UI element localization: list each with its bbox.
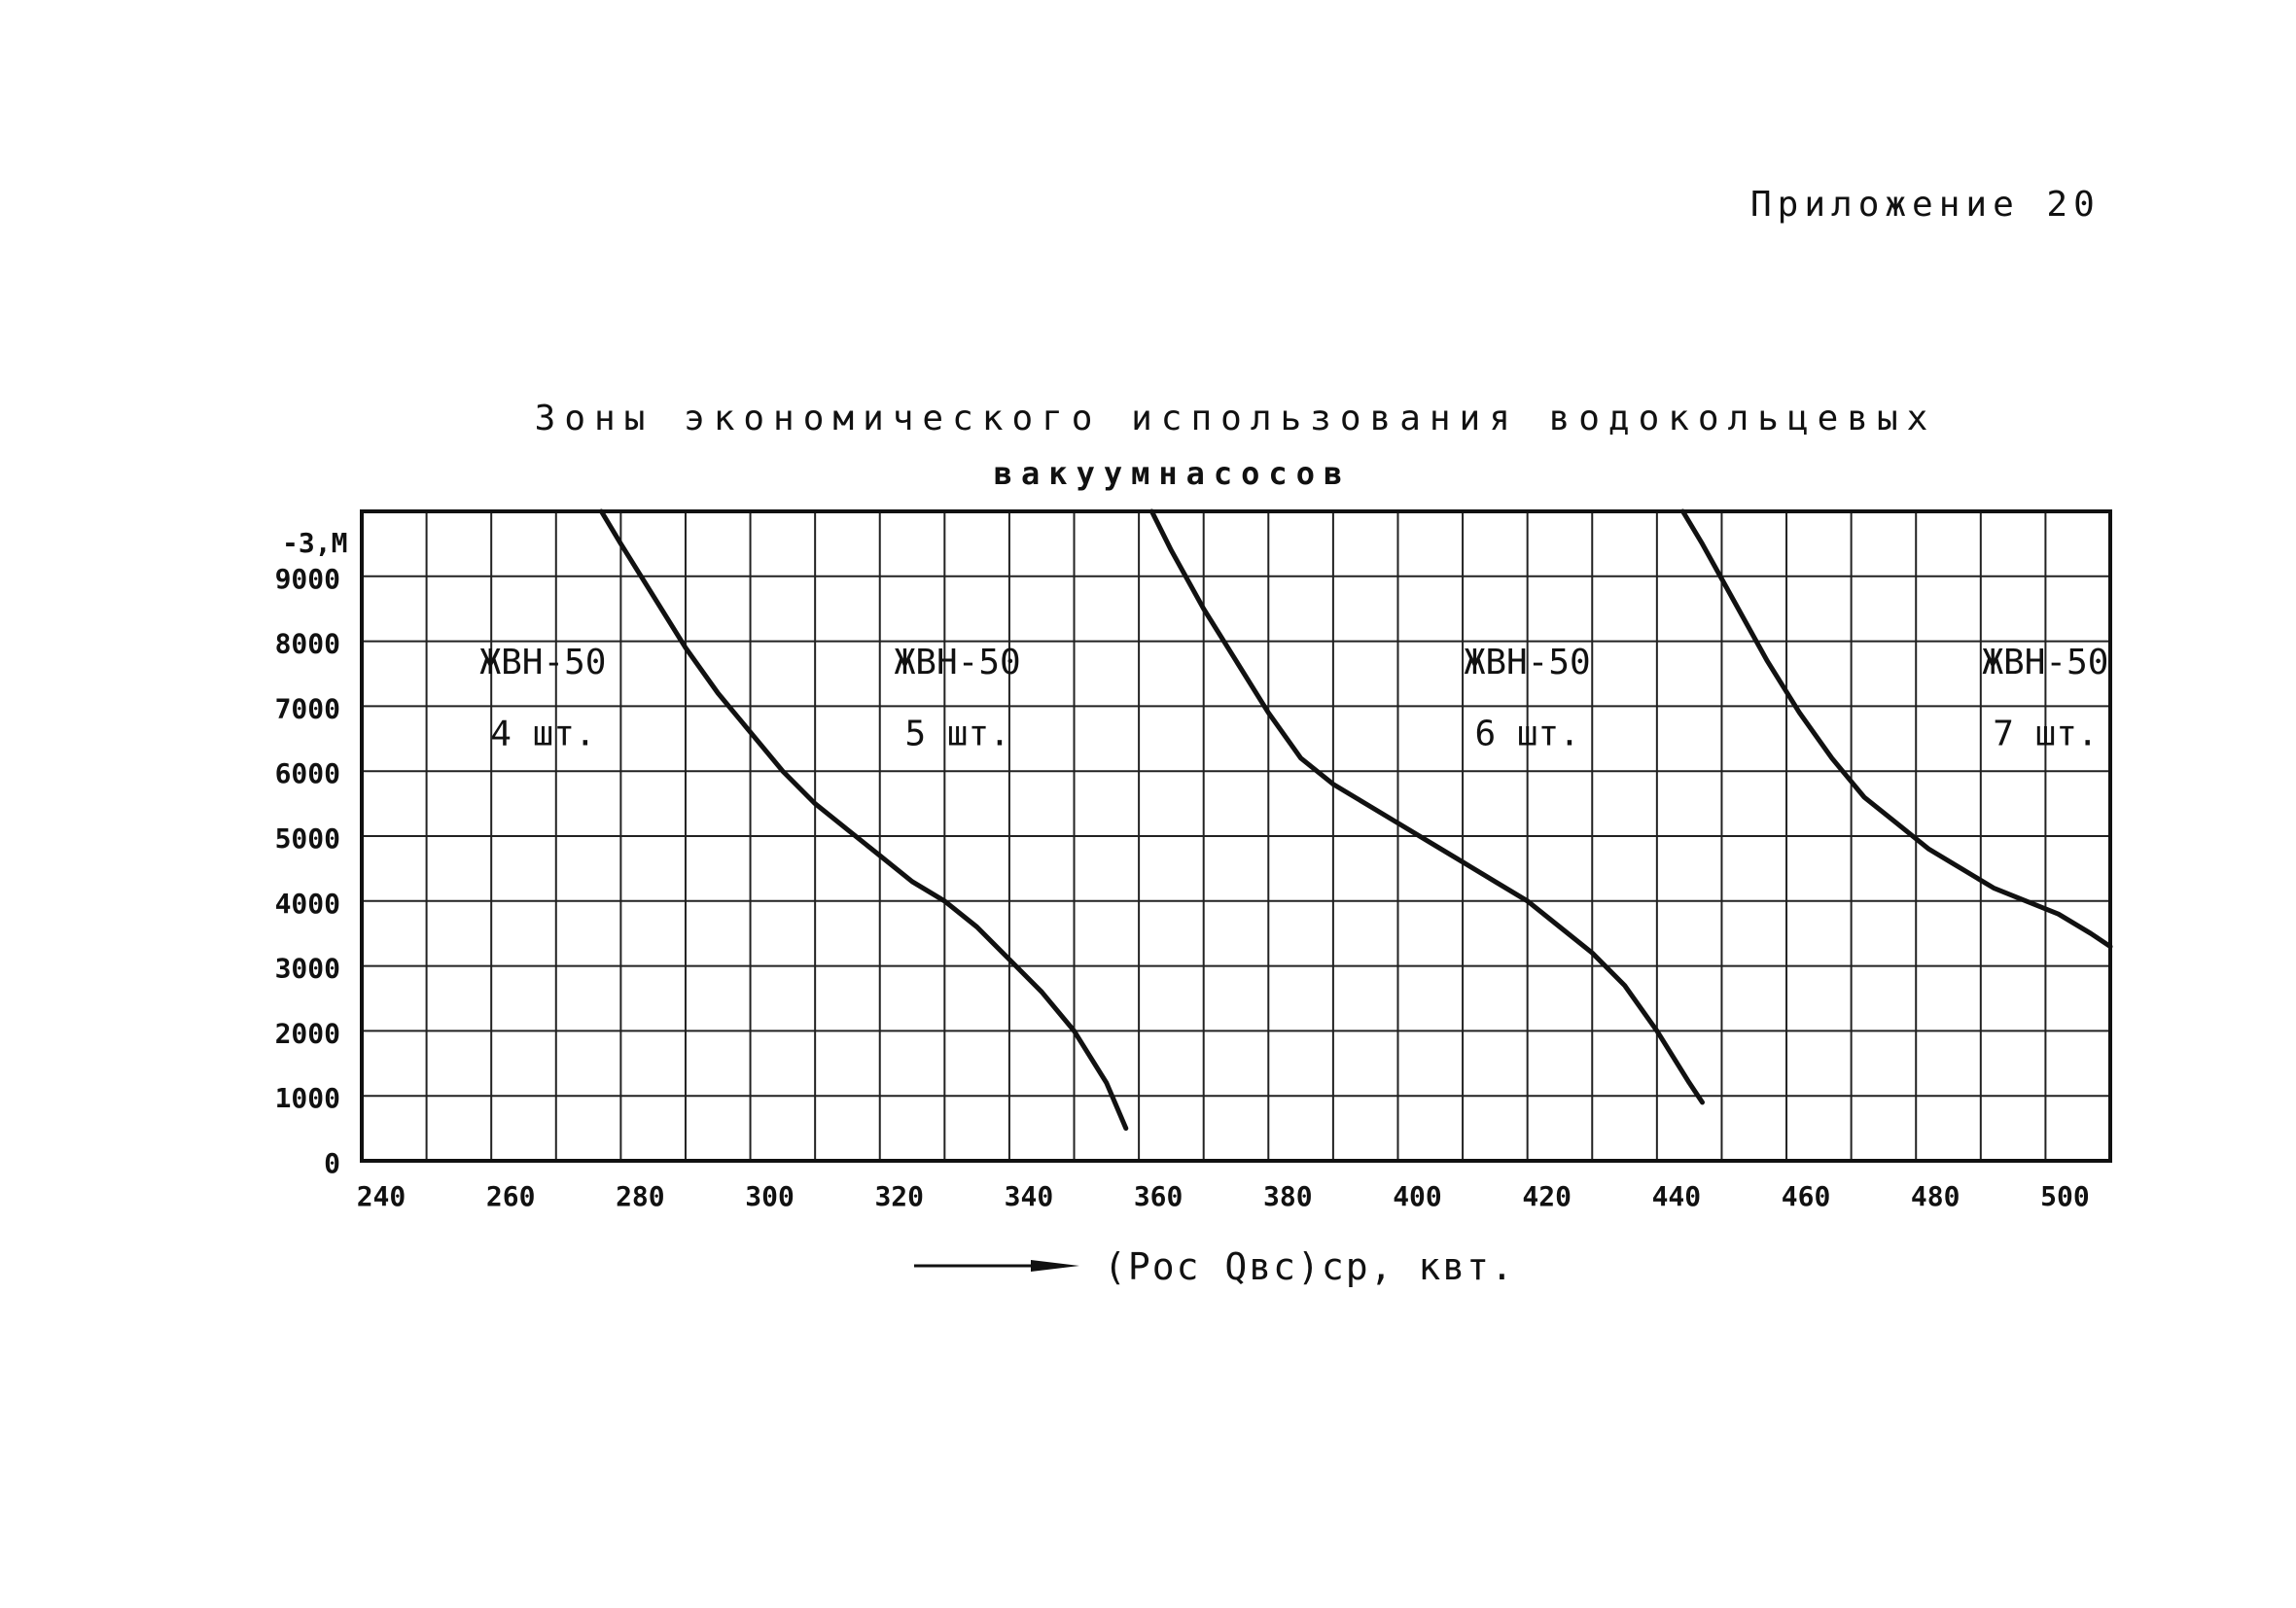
y-tick-label: 3000 xyxy=(275,953,340,985)
zone-labels: ЖВН-50 4 шт. ЖВН-50 5 шт. ЖВН-50 6 шт. ЖВН-50 7… xyxy=(479,643,2108,753)
x-tick-label: 420 xyxy=(1522,1180,1572,1212)
y-tick-label: 7000 xyxy=(275,692,340,724)
x-tick-label: 340 xyxy=(1005,1180,1054,1212)
x-tick-label: 280 xyxy=(616,1180,665,1212)
y-tick-label: 5000 xyxy=(275,822,340,855)
y-tick-label: 4000 xyxy=(275,888,340,920)
zone-label: 7 шт. xyxy=(1993,714,2098,753)
x-axis-label: (Рос Qвс)ср, квт. xyxy=(1104,1245,1515,1288)
x-tick-label: 260 xyxy=(486,1180,536,1212)
y-axis-label: -З,М xyxy=(282,527,347,559)
x-tick-label: 300 xyxy=(745,1180,795,1212)
x-tick-label: 320 xyxy=(874,1180,924,1212)
x-tick-label: 240 xyxy=(357,1180,406,1212)
zone-label: 5 шт. xyxy=(904,714,1009,753)
x-tick-labels: 240 260 280 300 320 340 360 380 400 420 440 460 480 5… xyxy=(357,1180,2090,1212)
plot-border xyxy=(360,509,2112,1163)
y-tick-label: 9000 xyxy=(275,563,340,595)
y-tick-label: 1000 xyxy=(275,1082,340,1114)
x-tick-label: 380 xyxy=(1263,1180,1313,1212)
y-tick-label: 6000 xyxy=(275,757,340,789)
zone-boundary-line xyxy=(1148,508,1705,1105)
y-tick-label: 8000 xyxy=(275,628,340,660)
zone-label: 6 шт. xyxy=(1474,714,1579,753)
x-axis-label-group: (Рос Qвс)ср, квт. xyxy=(914,1245,1515,1288)
zone-label: ЖВН-50 xyxy=(479,643,606,682)
appendix-label: Приложение 20 xyxy=(1750,185,2101,225)
chart-subtitle: вакуумнасосов xyxy=(993,455,1352,492)
arrow-head xyxy=(1031,1260,1079,1272)
x-tick-label: 500 xyxy=(2040,1180,2090,1212)
zone-boundary-line xyxy=(598,508,1129,1132)
x-tick-label: 480 xyxy=(1911,1180,1960,1212)
grid-lines xyxy=(361,511,2111,1161)
zone-label: 4 шт. xyxy=(490,714,595,753)
y-tick-label: 0 xyxy=(324,1147,340,1179)
x-tick-label: 440 xyxy=(1652,1180,1702,1212)
y-tick-label: 2000 xyxy=(275,1017,340,1049)
zone-label: ЖВН-50 xyxy=(1982,643,2108,682)
x-tick-label: 360 xyxy=(1134,1180,1183,1212)
y-tick-labels: 0 1000 2000 3000 4000 5000 6000 7000 8000 9000 xyxy=(275,563,340,1179)
chart-title: Зоны экономического использования водоко… xyxy=(534,399,1937,438)
zone-boundary-curves xyxy=(598,508,2113,1132)
zone-label: ЖВН-50 xyxy=(895,643,1021,682)
x-tick-label: 460 xyxy=(1782,1180,1831,1212)
x-tick-label: 400 xyxy=(1393,1180,1442,1212)
zone-label: ЖВН-50 xyxy=(1465,643,1591,682)
plot-frame xyxy=(360,509,2112,1163)
zone-boundary-line xyxy=(1680,508,2113,950)
